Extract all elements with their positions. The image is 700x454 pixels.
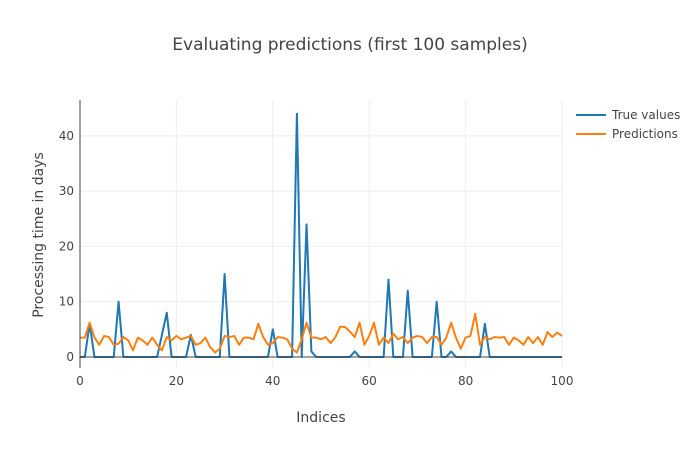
chart-title: Evaluating predictions (first 100 sample…: [172, 35, 527, 55]
y-axis-label: Processing time in days: [31, 152, 47, 318]
legend-item-true-values[interactable]: True values: [576, 108, 680, 122]
series-layer: [80, 112, 563, 358]
x-tick-label: 20: [169, 374, 184, 388]
legend-label: True values: [611, 108, 680, 122]
x-tick-label: 80: [458, 374, 473, 388]
axes: 0 10 20 30 40 0 20 40 60 80 100: [59, 100, 574, 388]
legend-label: Predictions: [612, 127, 678, 141]
x-tick-label: 60: [362, 374, 377, 388]
y-tick-label: 40: [59, 129, 74, 143]
x-tick-label: 100: [551, 374, 574, 388]
y-tick-label: 20: [59, 239, 74, 253]
y-tick-label: 0: [66, 350, 74, 364]
series-line-true-values: [80, 112, 562, 358]
legend[interactable]: True values Predictions: [576, 108, 680, 141]
legend-item-predictions[interactable]: Predictions: [576, 127, 678, 141]
series-line-predictions: [80, 312, 563, 354]
x-axis-label: Indices: [296, 410, 345, 426]
grid: [80, 100, 563, 368]
y-tick-label: 30: [59, 184, 74, 198]
x-tick-label: 0: [76, 374, 84, 388]
y-tick-label: 10: [59, 295, 74, 309]
x-tick-label: 40: [265, 374, 280, 388]
